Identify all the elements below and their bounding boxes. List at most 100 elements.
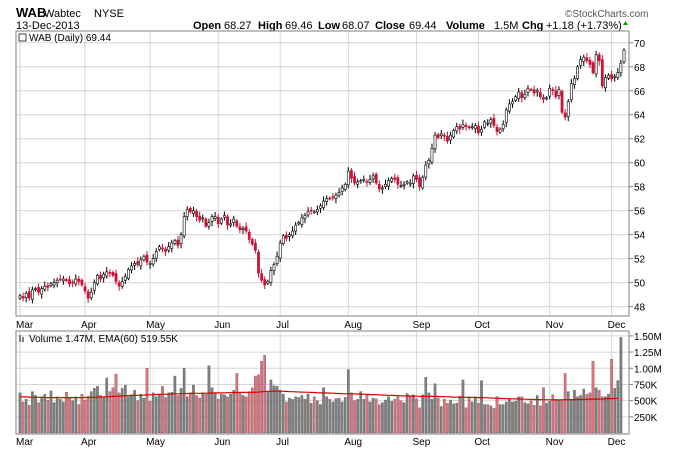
- candle-body: [597, 54, 601, 62]
- volume-bar: [588, 392, 592, 434]
- candle-body: [223, 215, 226, 218]
- candle-body: [430, 148, 434, 163]
- candle-body: [74, 278, 78, 285]
- volume-bar: [334, 398, 338, 434]
- price-tick-label: 52: [634, 255, 646, 266]
- volume-bar: [381, 402, 384, 434]
- volume-bar: [319, 404, 322, 434]
- volume-bar: [359, 391, 363, 434]
- volume-bar: [511, 401, 514, 434]
- candle-body: [207, 222, 211, 227]
- price-x-axis: Mar Apr May Jun Jul Aug Sep Oct Nov Dec: [16, 320, 625, 331]
- volume-bar: [548, 401, 551, 434]
- candle-body: [312, 211, 316, 214]
- month-label: Oct: [474, 437, 490, 448]
- volume-bar: [495, 396, 499, 434]
- volume-bar: [390, 401, 394, 434]
- volume-bar: [192, 384, 195, 434]
- candle-body: [337, 192, 341, 196]
- volume-bar: [489, 405, 493, 434]
- volume-bar: [142, 397, 146, 434]
- volume-bar: [130, 394, 133, 434]
- volume-bar: [316, 400, 319, 434]
- candle-body: [24, 293, 28, 298]
- candle-body: [591, 62, 595, 74]
- volume-bar: [396, 396, 400, 434]
- volume-bar: [117, 392, 121, 434]
- candle-body: [235, 220, 239, 227]
- candle-body: [532, 89, 536, 94]
- volume-bar: [102, 396, 105, 434]
- candle-body: [31, 289, 34, 300]
- volume-bar: [393, 399, 397, 434]
- candle-body: [130, 265, 133, 271]
- low-value: 68.07: [342, 20, 370, 32]
- candle-body: [151, 258, 155, 265]
- volume-bar: [325, 396, 328, 434]
- volume-bar: [607, 394, 610, 434]
- volume-bar: [232, 390, 236, 434]
- candle-body: [449, 134, 452, 141]
- volume-bar: [275, 386, 279, 434]
- volume-bar: [483, 404, 486, 434]
- volume-x-axis: Mar Apr May Jun Jul Aug Sep Oct Nov Dec: [16, 437, 625, 448]
- volume-bar: [247, 391, 251, 434]
- price-tick-label: 66: [634, 87, 646, 98]
- volume-bar: [377, 404, 381, 434]
- candle-body: [477, 125, 480, 134]
- volume-bar: [173, 375, 177, 434]
- volume-bar: [458, 395, 462, 434]
- up-arrow-icon: [623, 21, 628, 25]
- symbol: WAB: [16, 5, 46, 20]
- candle-body: [585, 57, 589, 62]
- volume-bar: [517, 396, 520, 434]
- candle-body: [43, 285, 47, 290]
- volume-bar: [49, 390, 53, 434]
- volume-bar: [601, 396, 604, 434]
- volume-bar: [154, 396, 158, 434]
- candle-body: [415, 174, 418, 180]
- price-tick-label: 64: [634, 111, 646, 122]
- candle-body: [517, 91, 521, 99]
- volume-bar: [151, 392, 155, 434]
- volume-bar: [120, 388, 124, 434]
- volume-bar: [127, 396, 130, 434]
- month-label: May: [146, 437, 165, 448]
- volume-bar: [415, 398, 418, 434]
- month-label: Nov: [546, 437, 564, 448]
- volume-bar: [356, 399, 359, 434]
- volume-legend-text: Volume 1.47M, EMA(60) 519.55K: [29, 334, 178, 345]
- candles: [18, 48, 626, 304]
- volume-bar: [105, 377, 109, 434]
- candle-body: [526, 88, 530, 93]
- volume-bar: [362, 399, 366, 434]
- candle-body: [145, 254, 149, 263]
- volume-bar: [254, 375, 257, 434]
- candle-body: [455, 126, 459, 132]
- candle-body: [359, 180, 363, 183]
- volume-bar: [501, 404, 505, 434]
- candle-body: [325, 198, 329, 202]
- volume-bar: [136, 400, 140, 434]
- volume-bar: [616, 380, 620, 434]
- candle-body: [86, 291, 90, 299]
- volume-bar: [68, 397, 71, 434]
- volume-bar: [480, 380, 483, 434]
- candle-body: [133, 263, 136, 266]
- volume-bar: [347, 369, 350, 434]
- candle-body: [288, 234, 291, 237]
- candle-body: [167, 246, 171, 251]
- month-label: Jul: [276, 437, 289, 448]
- candle-body: [588, 59, 592, 65]
- volume-bar: [74, 396, 78, 434]
- candle-body: [201, 217, 205, 220]
- candle-body: [278, 242, 282, 259]
- volume-bar: [179, 388, 183, 434]
- volume-bar: [216, 399, 220, 434]
- candle-body: [399, 185, 403, 187]
- high-label: High: [258, 20, 283, 32]
- candle-body: [470, 126, 474, 129]
- candle-body: [260, 273, 263, 281]
- candle-body: [127, 269, 130, 279]
- candle-body: [176, 239, 180, 246]
